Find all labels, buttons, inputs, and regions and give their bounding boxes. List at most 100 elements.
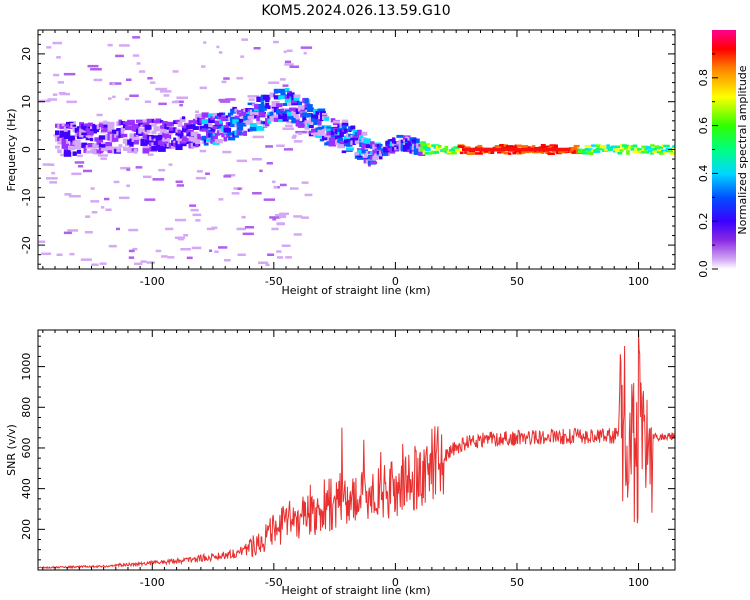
spectrogram-noise-cell [206,227,215,231]
spectrogram-signal-cell [451,147,455,150]
spectrogram-signal-cell [276,109,284,114]
spectrogram-noise-cell [144,198,156,201]
spectrogram-signal-cell [361,143,370,149]
spectrogram-noise-cell [93,78,103,82]
spectrogram-signal-cell [162,141,169,146]
spectrogram-noise-cell [252,135,264,139]
spectrogram-noise-cell [241,38,248,41]
spectrogram-signal-cell [497,151,505,154]
spectrogram-signal-cell [532,150,539,154]
spectrogram-signal-cell [155,140,160,144]
spectrogram-noise-cell [152,178,165,181]
spectrogram-signal-cell [317,120,322,126]
spectrogram-signal-cell [392,138,396,144]
spectrogram-signal-cell [157,134,163,140]
spectrogram-signal-cell [400,139,405,143]
spectrogram-signal-cell [195,115,199,121]
spectrogram-noise-cell [163,94,170,97]
spectrogram-signal-cell [284,109,293,113]
spectrogram-signal-cell [359,135,364,141]
spectrogram-signal-cell [206,131,211,136]
spectrogram-signal-cell [133,140,139,145]
spectrogram-signal-cell [637,148,643,151]
spectrogram-noise-cell [119,44,130,47]
spectrogram-signal-cell [96,124,100,130]
spectrogram-noise-cell [285,256,292,259]
spectrogram-signal-cell [103,124,108,128]
spectrogram-noise-cell [231,192,240,195]
spectrogram-signal-cell [339,123,343,129]
spectrogram-signal-cell [459,151,464,155]
spectrogram-signal-cell [111,136,116,142]
spectrogram-signal-cell [499,144,505,147]
spectrogram-noise-cell [174,218,187,222]
spectrogram-noise-cell [126,184,130,187]
spectrogram-signal-cell [120,133,128,138]
spectrogram-signal-cell [138,122,144,126]
spectrogram-signal-cell [85,150,91,154]
spectrogram-signal-cell [381,148,385,152]
spectrogram-signal-cell [273,88,279,94]
spectrogram-signal-cell [90,138,94,142]
spectrogram-signal-cell [300,112,304,118]
spectrogram-signal-cell [256,96,261,102]
spectrogram-noise-cell [66,100,77,104]
spectrogram-signal-cell [151,145,158,151]
spectrogram-signal-cell [357,129,362,136]
spectrogram-noise-cell [276,144,285,147]
spectrogram-noise-cell [46,46,52,49]
spectrogram-signal-cell [588,151,594,154]
spectrogram-signal-cell [378,143,383,149]
spectrogram-signal-cell [116,133,120,139]
spectrogram-signal-cell [214,132,219,137]
spectrogram-noise-cell [135,166,143,169]
spectrogram-signal-cell [87,122,93,127]
spectrogram-noise-cell [134,262,143,266]
spectrogram-signal-cell [289,92,295,97]
spectrogram-signal-cell [451,151,457,155]
spectrogram-noise-cell [52,41,62,45]
spectrogram-signal-cell [223,125,230,131]
spectrogram-signal-cell [505,145,514,148]
spectrogram-noise-cell [102,130,115,133]
spectrogram-signal-cell [615,145,621,148]
spectrogram-signal-cell [273,107,278,113]
spectrogram-signal-cell [210,116,215,121]
spectrogram-signal-cell [672,145,675,148]
spectrogram-signal-cell [203,139,207,143]
spectrogram-signal-cell [383,151,388,156]
spectrogram-signal-cell [411,151,416,155]
spectrogram-noise-cell [190,208,199,212]
spectrogram-signal-cell [61,139,68,144]
spectrogram-signal-cell [195,114,203,118]
spectrogram-noise-cell [101,206,105,209]
spectrogram-signal-cell [615,149,619,153]
spectrogram-noise-cell [281,244,291,247]
spectrogram-signal-cell [206,132,211,139]
spectrogram-noise-cell [174,236,185,239]
spectrogram-signal-cell [378,151,382,157]
spectrogram-signal-cell [276,103,283,108]
spectrogram-signal-cell [66,121,74,128]
spectrogram-signal-cell [341,150,347,154]
spectrogram-signal-cell [214,120,222,125]
spectrogram-signal-cell [317,129,325,134]
spectrogram-signal-cell [94,129,100,133]
spectrogram-signal-cell [72,151,77,156]
spectrogram-signal-cell [536,150,543,154]
spectrogram-noise-cell [236,227,246,231]
spectrogram-noise-cell [155,87,168,91]
spectrogram-noise-cell [120,166,131,170]
spectrogram-signal-cell [138,133,144,136]
spectrogram-signal-cell [116,131,120,136]
spectrogram-signal-cell [639,150,644,153]
x-tick-label: -100 [140,576,165,589]
spectrogram-signal-cell [444,145,449,149]
spectrogram-signal-cell [85,128,94,133]
spectrogram-signal-cell [322,129,326,133]
spectrogram-signal-cell [101,129,108,132]
spectrogram-signal-cell [236,121,243,127]
spectrogram-signal-cell [188,120,196,124]
spectrogram-signal-cell [363,153,368,159]
spectrogram-noise-cell [58,91,66,95]
